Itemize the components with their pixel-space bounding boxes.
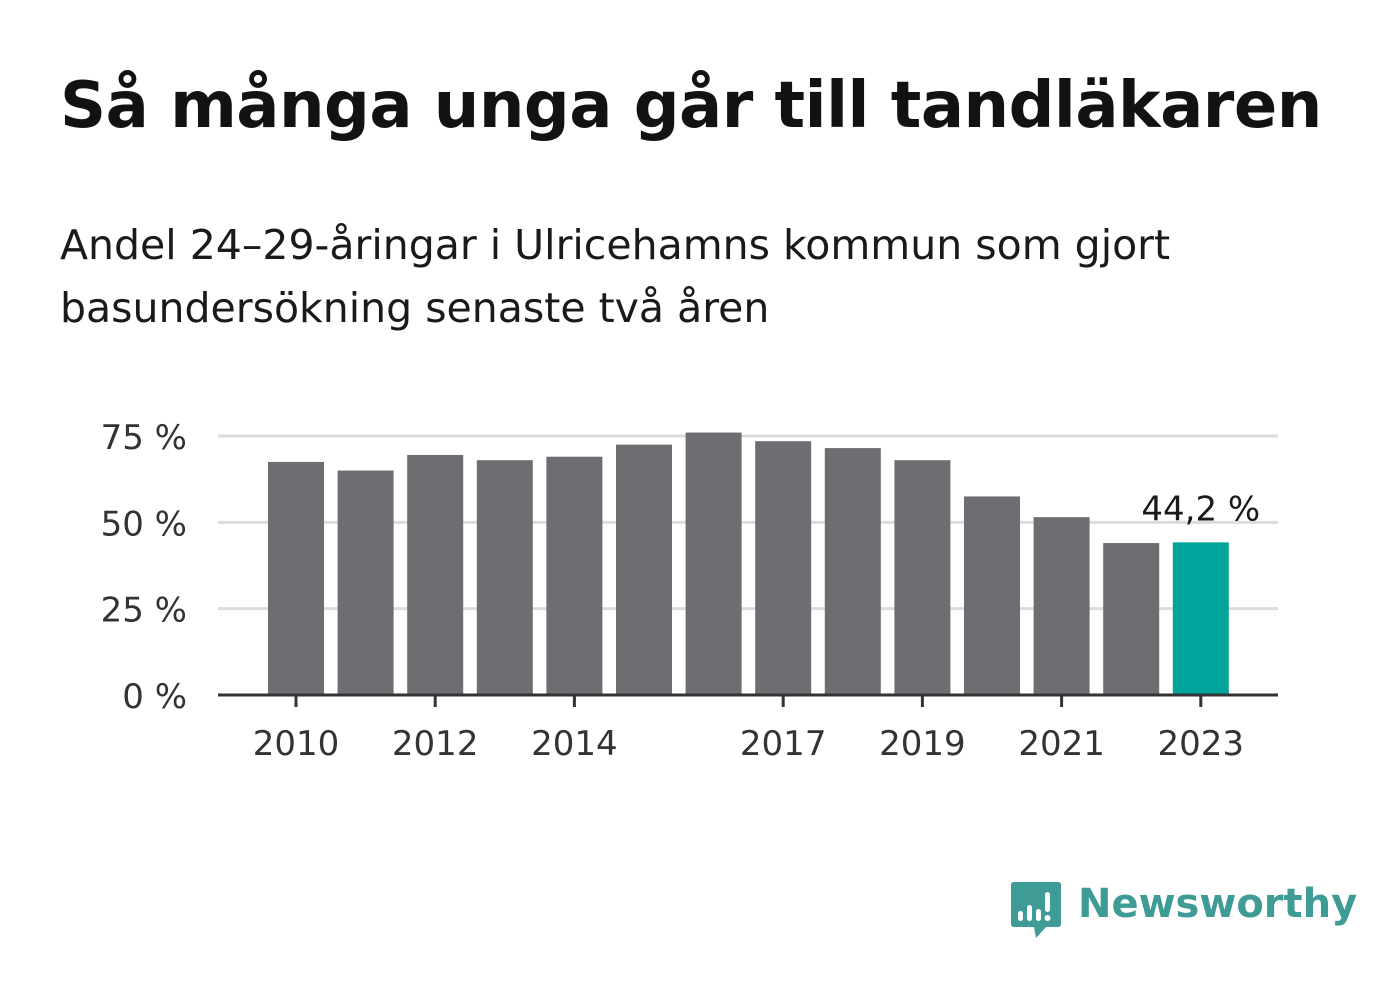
bar-2017 xyxy=(755,441,812,695)
bar-2018 xyxy=(824,448,881,695)
bar-2019 xyxy=(894,460,951,695)
bar-2013 xyxy=(476,460,533,695)
bars xyxy=(268,432,1229,695)
bar-2022 xyxy=(1103,543,1160,695)
grid-lines xyxy=(218,434,1278,611)
x-tick-label: 2021 xyxy=(1018,724,1105,764)
bar-2021 xyxy=(1033,517,1090,695)
x-tick-label: 2012 xyxy=(392,724,479,764)
y-tick-label: 50 % xyxy=(101,504,187,544)
bar-2012 xyxy=(407,454,464,695)
x-tick-label: 2019 xyxy=(879,724,966,764)
x-tick-label: 2014 xyxy=(531,724,618,764)
bar-2020 xyxy=(964,496,1020,695)
bar-2023 xyxy=(1172,542,1229,695)
value-annotation: 44,2 % xyxy=(1141,489,1260,529)
x-axis-ticks: 2010 2012 2014 2017 2019 2021 2023 xyxy=(253,695,1244,764)
bar-2010 xyxy=(268,461,324,695)
y-axis-ticks: 0 % 25 % 50 % 75 % xyxy=(101,418,187,717)
newsworthy-logo-icon xyxy=(1011,882,1061,938)
x-tick-label: 2010 xyxy=(253,724,340,764)
x-tick-label: 2023 xyxy=(1158,724,1245,764)
y-tick-label: 25 % xyxy=(101,591,187,631)
brand-name: Newsworthy xyxy=(1078,881,1358,927)
chart-subtitle: Andel 24–29-åringar i Ulricehamns kommun… xyxy=(60,221,1171,332)
bar-2016 xyxy=(685,432,742,695)
chart-title: Så många unga går till tandläkaren xyxy=(60,69,1322,143)
y-tick-label: 75 % xyxy=(101,418,187,458)
bar-2014 xyxy=(546,456,603,695)
x-tick-label: 2017 xyxy=(740,724,827,764)
bar-2015 xyxy=(616,444,672,695)
y-tick-label: 0 % xyxy=(122,677,187,717)
newsworthy-logo: Newsworthy xyxy=(1010,880,1357,940)
bar-chart: 0 % 25 % 50 % 75 % 2010 2012 2014 2017 2019 2021… xyxy=(101,418,1278,764)
bar-2011 xyxy=(337,470,394,695)
